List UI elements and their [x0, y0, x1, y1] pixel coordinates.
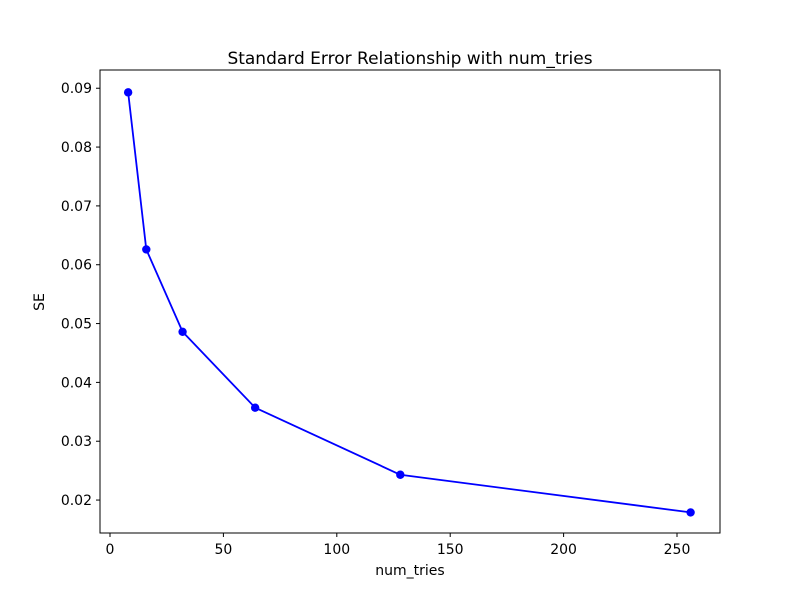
data-point — [686, 508, 695, 517]
x-tick-label: 50 — [214, 542, 232, 558]
data-point — [123, 88, 133, 97]
se-series — [123, 88, 695, 517]
x-tick-label: 0 — [106, 542, 115, 558]
y-axis-label: SE — [32, 293, 48, 311]
chart-title: Standard Error Relationship with num_tri… — [227, 49, 592, 69]
y-tick-label: 0.08 — [61, 140, 92, 156]
y-tick-label: 0.05 — [61, 317, 92, 333]
data-point — [142, 245, 151, 254]
x-tick-label: 150 — [437, 542, 464, 558]
x-axis-label: num_tries — [375, 563, 444, 579]
y-tick-label: 0.07 — [61, 199, 92, 215]
x-tick-label: 200 — [550, 542, 577, 558]
y-tick-label: 0.03 — [61, 434, 92, 450]
y-tick-label: 0.04 — [61, 375, 92, 391]
data-point — [178, 327, 187, 336]
se-line — [127, 91, 692, 514]
data-point — [250, 403, 260, 412]
y-tick-label: 0.02 — [61, 493, 92, 509]
axes-layer: 0 50 100 150 200 250 0.02 0.03 0.04 0.05 0.06 0.07 0… — [61, 69, 721, 558]
x-tick-label: 250 — [664, 542, 691, 558]
x-tick-label: 100 — [323, 542, 350, 558]
data-point — [396, 470, 405, 479]
y-tick-label: 0.06 — [61, 258, 92, 274]
y-tick-label: 0.09 — [61, 81, 92, 97]
plot-border — [99, 69, 721, 534]
